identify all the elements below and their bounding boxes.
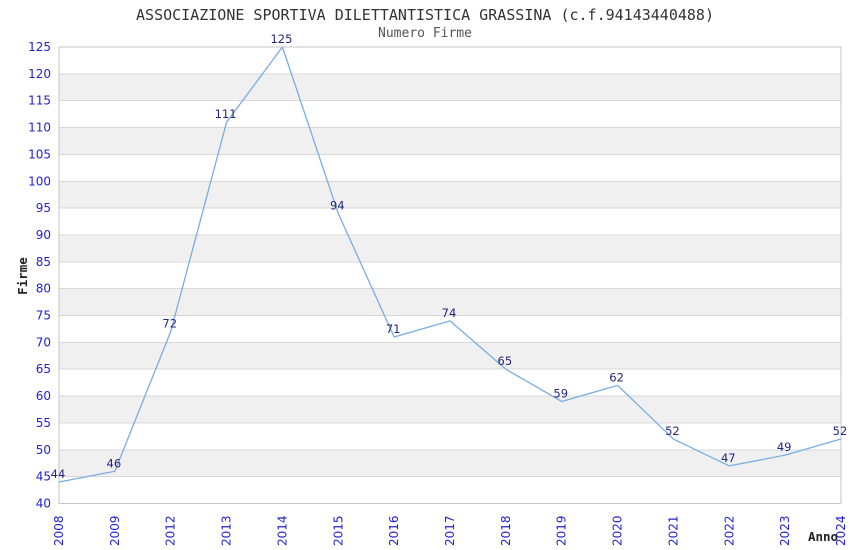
point-value-label: 74 (442, 306, 457, 320)
point-value-label: 111 (215, 107, 237, 121)
series-polyline (58, 46, 842, 483)
x-tick-label: 2022 (722, 515, 736, 546)
x-tick-label: 2008 (52, 515, 66, 546)
grid-band (59, 449, 841, 477)
y-tick-label: 55 (36, 416, 51, 430)
grid-band (59, 288, 841, 316)
point-value-label: 52 (833, 424, 848, 438)
plot-border-rect (58, 46, 842, 504)
y-tick-label: 125 (28, 40, 51, 54)
x-tick-label: 2013 (220, 515, 234, 546)
y-axis-tick-labels: 40 45 50 55 60 65 70 75 80 85 90 95 100 105 110 115 120 1… (28, 40, 51, 511)
y-axis-label: Firme (15, 257, 30, 295)
point-value-label: 44 (51, 467, 66, 481)
point-value-label: 46 (107, 456, 122, 470)
point-value-label: 72 (162, 317, 177, 331)
y-tick-label: 95 (36, 201, 51, 215)
point-value-label: 125 (270, 32, 292, 46)
x-tick-label: 2023 (778, 515, 792, 546)
y-tick-label: 115 (28, 94, 51, 108)
plot-bands-layer (59, 73, 841, 477)
y-tick-label: 70 (36, 335, 51, 349)
point-value-label: 62 (609, 370, 624, 384)
y-tick-label: 45 (36, 470, 51, 484)
y-tick-label: 40 (36, 497, 51, 511)
grid-band (59, 181, 841, 209)
x-tick-label: 2019 (555, 515, 569, 546)
point-value-label: 94 (330, 198, 345, 212)
x-tick-label: 2016 (387, 515, 401, 546)
y-tick-label: 105 (28, 147, 51, 161)
x-tick-label: 2018 (499, 515, 513, 546)
y-tick-label: 110 (28, 121, 51, 135)
grid-band (59, 234, 841, 262)
point-value-label: 59 (553, 386, 568, 400)
y-tick-label: 100 (28, 174, 51, 188)
y-tick-label: 90 (36, 228, 51, 242)
chart-subtitle: Numero Firme (378, 26, 472, 41)
x-axis-tick-labels: 2008 2009 2012 2013 2014 2015 2016 2017 2018 2019… (52, 515, 848, 546)
y-tick-label: 60 (36, 389, 51, 403)
x-tick-label: 2015 (331, 515, 345, 546)
y-tick-label: 50 (36, 443, 51, 457)
y-tick-label: 80 (36, 282, 51, 296)
point-value-label: 52 (665, 424, 680, 438)
chart-title: ASSOCIAZIONE SPORTIVA DILETTANTISTICA GR… (136, 6, 714, 24)
point-value-label: 49 (777, 440, 792, 454)
point-value-label: 47 (721, 451, 736, 465)
point-value-label: 71 (386, 322, 401, 336)
x-tick-label: 2024 (834, 515, 848, 546)
y-tick-label: 65 (36, 362, 51, 376)
x-tick-label: 2021 (666, 515, 680, 546)
grid-band (59, 127, 841, 155)
x-tick-label: 2020 (611, 515, 625, 546)
y-tick-label: 85 (36, 255, 51, 269)
x-tick-label: 2014 (275, 515, 289, 546)
y-tick-label: 120 (28, 67, 51, 81)
y-tick-label: 75 (36, 309, 51, 323)
x-tick-label: 2009 (108, 515, 122, 546)
x-axis-label: Anno (808, 529, 838, 544)
x-tick-label: 2017 (443, 515, 457, 546)
point-labels: 44 46 72 111 125 94 71 74 65 59 62 52 47 49 52 (51, 32, 848, 481)
x-tick-label: 2012 (164, 515, 178, 546)
series-line (58, 46, 842, 483)
grid-band (59, 73, 841, 101)
grid-band (59, 342, 841, 370)
plot-border (58, 46, 842, 504)
grid-band (59, 396, 841, 423)
gridlines-layer (59, 73, 841, 478)
point-value-label: 65 (498, 354, 513, 368)
